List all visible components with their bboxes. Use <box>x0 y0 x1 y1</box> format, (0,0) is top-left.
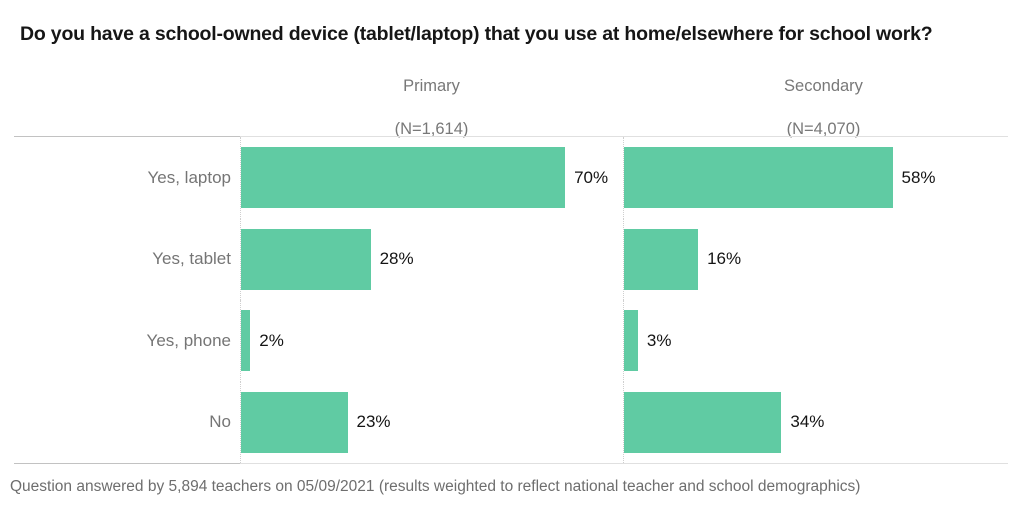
panel-header-primary-n: (N=1,614) <box>394 120 469 138</box>
category-label: Yes, tablet <box>152 249 231 269</box>
value-label: 3% <box>646 330 672 350</box>
top-divider-line-right <box>240 136 1008 137</box>
bottom-divider-line-right <box>240 463 1008 464</box>
value-label: 2% <box>259 330 284 350</box>
panel-header-primary: Primary (N=1,614) <box>240 77 623 139</box>
top-divider-line-left <box>14 136 240 137</box>
panel-primary: 28% <box>240 218 623 300</box>
value-label: 34% <box>790 412 825 432</box>
bar-secondary-yes-tablet <box>624 228 699 290</box>
panel-secondary: 34% <box>623 381 1024 463</box>
bar-wrap: 58% <box>624 147 1024 209</box>
panel-header-secondary: Secondary (N=4,070) <box>623 77 1024 139</box>
bar-wrap: 2% <box>241 310 623 372</box>
panel-header-primary-label: Primary <box>403 77 460 95</box>
bar-secondary-yes-laptop <box>624 147 893 209</box>
panel-primary: 2% <box>240 300 623 382</box>
bar-wrap: 34% <box>624 391 1024 453</box>
bar-primary-yes-tablet <box>241 228 371 290</box>
value-label: 28% <box>379 249 414 269</box>
bar-wrap: 16% <box>624 228 1024 290</box>
bar-primary-no <box>241 391 348 453</box>
bar-secondary-no <box>624 391 782 453</box>
chart-row: Yes, tablet 28% 16% <box>0 218 1024 300</box>
page-title: Do you have a school-owned device (table… <box>20 23 933 45</box>
panel-primary: 23% <box>240 381 623 463</box>
chart-row: Yes, laptop 70% 58% <box>0 137 1024 219</box>
panel-primary: 70% <box>240 137 623 219</box>
footer-note: Question answered by 5,894 teachers on 0… <box>10 478 861 495</box>
value-label: 58% <box>901 167 936 187</box>
chart-row: Yes, phone 2% 3% <box>0 300 1024 382</box>
category-label: Yes, laptop <box>147 167 232 187</box>
chart-row: No 23% 34% <box>0 381 1024 463</box>
category-label: Yes, phone <box>146 330 231 350</box>
category-label: No <box>209 412 231 432</box>
panel-secondary: 3% <box>623 300 1024 382</box>
bar-secondary-yes-phone <box>624 310 638 372</box>
bar-wrap: 28% <box>241 228 623 290</box>
panel-header-secondary-label: Secondary <box>784 77 863 95</box>
panel-header-secondary-n: (N=4,070) <box>786 120 861 138</box>
bar-primary-yes-laptop <box>241 147 566 209</box>
panel-secondary: 58% <box>623 137 1024 219</box>
bar-wrap: 23% <box>241 391 623 453</box>
value-label: 70% <box>574 167 609 187</box>
bar-wrap: 70% <box>241 147 623 209</box>
bottom-divider-line-left <box>14 463 240 464</box>
bar-wrap: 3% <box>624 310 1024 372</box>
bar-primary-yes-phone <box>241 310 251 372</box>
value-label: 23% <box>356 412 391 432</box>
chart-rows: Yes, laptop 70% 58% Yes, tablet 28% 16% Yes, p… <box>0 137 1024 463</box>
panel-secondary: 16% <box>623 218 1024 300</box>
value-label: 16% <box>707 249 742 269</box>
